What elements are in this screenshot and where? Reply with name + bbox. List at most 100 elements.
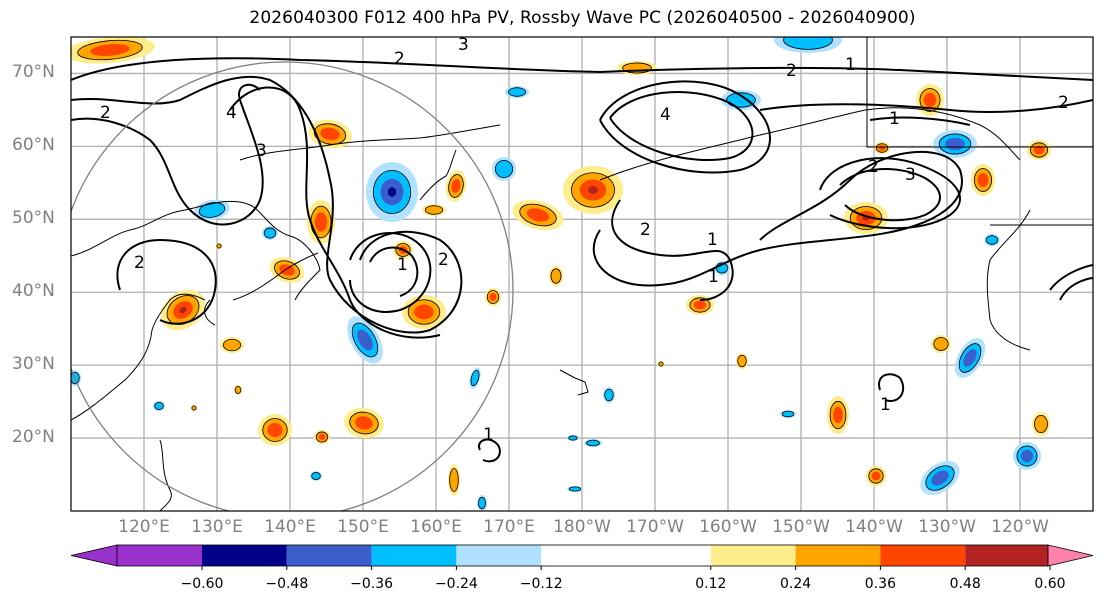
coastline (232, 252, 319, 301)
pc-anomaly-blob (1034, 414, 1048, 434)
colorbar-tick-label: 0.24 (780, 576, 812, 592)
contour-label: 2 (786, 61, 797, 81)
pc-anomaly-blob (693, 300, 707, 310)
pc-anomaly-blob (526, 208, 550, 222)
pc-anomaly-blob (424, 205, 444, 215)
pc-anomaly-blob (550, 268, 562, 284)
lon-label: 170°E (483, 517, 535, 537)
pc-anomaly-blob (878, 145, 886, 151)
contour-label: 1 (889, 109, 900, 129)
pc-anomaly-blob (222, 338, 242, 352)
pc-anomaly-blob (604, 388, 614, 402)
lon-label: 180°W (553, 517, 611, 537)
pc-anomaly-blob (985, 235, 999, 245)
pc-anomaly-blob (977, 172, 989, 188)
pc-anomaly-blob (179, 306, 187, 314)
coastline (864, 107, 1021, 161)
radius-circle (71, 61, 514, 511)
lon-label: 120°W (991, 517, 1049, 537)
pv-contour-line (1049, 264, 1093, 301)
lon-label: 130°W (918, 517, 976, 537)
pc-anomaly-blob (263, 227, 277, 239)
contour-label: 2 (394, 49, 405, 69)
pc-anomaly-blob (931, 470, 949, 486)
coastline (986, 209, 1031, 351)
pv-contour-line (592, 150, 963, 287)
pv-contour-line (869, 116, 971, 126)
pc-anomaly-blob (318, 433, 326, 441)
coastline (204, 299, 216, 326)
pv-contour-line (609, 91, 754, 162)
colorbar-segment (202, 545, 287, 566)
colorbar-extend-max (1047, 544, 1094, 567)
pc-anomaly-blob (279, 264, 295, 276)
contour-label: 3 (905, 165, 916, 185)
colorbar-segment (371, 545, 457, 566)
colorbar-segment (117, 545, 202, 566)
pv-contour-line (71, 57, 1093, 81)
coastline (419, 149, 457, 201)
pc-anomaly-blob (588, 186, 598, 194)
pc-anomaly-blob (191, 405, 197, 411)
pc-anomaly-blob (833, 406, 843, 424)
coastline (559, 369, 589, 396)
contour-label: 1 (708, 267, 719, 287)
colorbar-segment (456, 545, 542, 566)
pv-contour-line (878, 373, 905, 402)
colorbar-tick-label: −0.24 (434, 576, 478, 592)
contour-label: 2 (1058, 93, 1069, 113)
pc-anomaly-blob (494, 159, 514, 179)
contour-label: 1 (880, 395, 891, 415)
pc-anomaly-blob (923, 92, 937, 108)
lat-label: 60°N (12, 135, 55, 156)
colorbar-tick-label: −0.60 (180, 576, 224, 592)
colorbar-tick-label: 0.60 (1034, 576, 1066, 592)
colorbar-segment (710, 545, 796, 566)
pv-contour-line (819, 157, 961, 230)
colorbar-tick-label: −0.12 (519, 576, 563, 592)
contour-label: 4 (660, 105, 671, 125)
pc-anomaly-blob (1020, 449, 1034, 463)
pv-contour-line (599, 80, 771, 174)
contour-label: 2 (868, 157, 879, 177)
lat-label: 70°N (12, 62, 55, 83)
colorbar-segment (880, 545, 966, 566)
colorbar (70, 544, 1094, 570)
colorbar-tick-label: 0.36 (864, 576, 896, 592)
pc-anomaly-blob (658, 361, 664, 367)
pc-anomaly-blob (470, 369, 480, 387)
pc-shading (71, 37, 1051, 511)
lon-label: 140°W (845, 517, 903, 537)
colorbar-segment (965, 545, 1050, 566)
pc-anomaly-blob (781, 410, 795, 418)
map-frame (70, 36, 1094, 512)
colorbar-segment (286, 545, 372, 566)
gridlines (71, 37, 1093, 511)
lon-label: 160°W (699, 517, 757, 537)
contour-label: 3 (256, 141, 267, 161)
pc-anomaly-blob (568, 435, 578, 441)
pc-anomaly-blob (507, 87, 527, 97)
pc-anomaly-blob (737, 354, 747, 368)
pc-anomaly-blob (477, 496, 486, 510)
pc-anomaly-blob (414, 304, 434, 320)
colorbar-extend-min (70, 544, 118, 567)
coastline (71, 200, 321, 301)
lon-label: 130°E (191, 517, 243, 537)
contour-label: 1 (483, 425, 494, 445)
coastline (866, 37, 1093, 148)
pc-anomaly-blob (355, 416, 373, 430)
colorbar-tick-label: 0.12 (695, 576, 727, 592)
lat-label: 20°N (12, 427, 55, 448)
coastlines (71, 37, 1093, 511)
colorbar-segment (541, 545, 711, 566)
contour-label: 3 (458, 35, 469, 55)
contour-label: 2 (438, 250, 449, 270)
contour-label: 1 (845, 55, 856, 75)
colorbar-tick-label: −0.36 (350, 576, 394, 592)
pc-anomaly-blob (320, 127, 340, 141)
contour-label: 2 (640, 220, 651, 240)
lon-label: 140°E (264, 517, 316, 537)
